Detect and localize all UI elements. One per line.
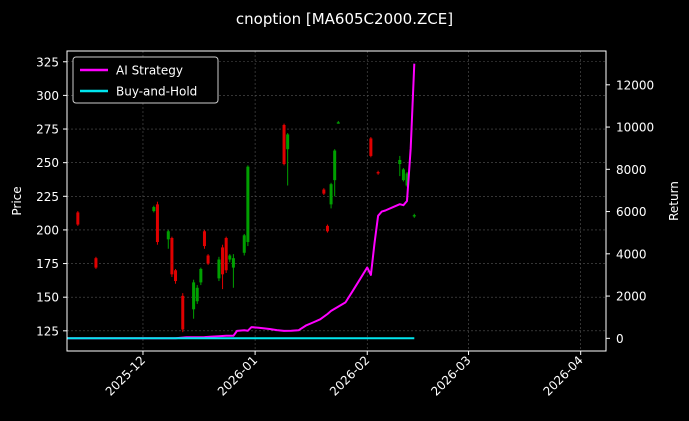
chart-title: cnoption [MA605C2000.ZCE] (236, 10, 453, 28)
candle-body-18 (242, 235, 246, 253)
candle-body-21 (286, 134, 290, 150)
candle-body-32 (412, 215, 416, 217)
candle-body-23 (325, 225, 329, 232)
y2-tick-label-4000: 4000 (616, 247, 647, 261)
series-layer (67, 63, 416, 340)
y-tick-label-150: 150 (36, 291, 59, 305)
candle-body-22 (322, 189, 326, 194)
y-tick-label-300: 300 (36, 89, 59, 103)
candle-body-30 (401, 169, 405, 181)
y2-tick-label-6000: 6000 (616, 205, 647, 219)
y2-tick-label-0: 0 (616, 332, 624, 346)
candle-body-9 (195, 287, 199, 302)
candle-body-6 (174, 270, 178, 282)
legend-label-buy-and-hold: Buy-and-Hold (116, 85, 197, 99)
candle-body-2 (152, 207, 156, 212)
candle-layer (76, 120, 416, 333)
candle-body-13 (217, 259, 221, 279)
y-tick-label-275: 275 (36, 123, 59, 137)
plot-frame (66, 50, 607, 352)
candle-body-19 (246, 166, 250, 243)
y2-tick-label-12000: 12000 (616, 78, 654, 92)
candle-body-26 (336, 122, 340, 124)
candle-body-25 (333, 150, 337, 181)
candle-body-14 (221, 247, 225, 275)
candle-body-27 (369, 138, 373, 156)
y-tick-label-200: 200 (36, 223, 59, 237)
legend: AI Strategy Buy-and-Hold (72, 56, 219, 104)
candle-body-28 (376, 172, 380, 174)
y-tick-label-125: 125 (36, 324, 59, 338)
candle-body-24 (329, 184, 333, 205)
y2-tick-label-2000: 2000 (616, 290, 647, 304)
candle-body-3 (155, 204, 159, 243)
candle-body-0 (76, 212, 80, 225)
candle-body-29 (398, 159, 402, 165)
candle-body-7 (181, 295, 185, 330)
series-line-ai-strategy (67, 63, 416, 340)
y-axis-label: Price (10, 186, 24, 215)
candle-body-16 (228, 255, 232, 260)
y-tick-label-325: 325 (36, 55, 59, 69)
y-tick-label-250: 250 (36, 156, 59, 170)
y2-tick-label-10000: 10000 (616, 121, 654, 135)
candle-body-5 (170, 237, 174, 275)
candle-body-11 (202, 231, 206, 247)
legend-box (72, 56, 219, 104)
legend-label-ai-strategy: AI Strategy (116, 64, 183, 78)
y-tick-label-225: 225 (36, 190, 59, 204)
candle-body-20 (282, 124, 286, 165)
candle-body-15 (224, 237, 228, 271)
y2-axis-label: Return (667, 181, 681, 221)
candle-body-4 (166, 231, 170, 240)
y-tick-label-175: 175 (36, 257, 59, 271)
candle-body-10 (199, 268, 203, 283)
candle-body-8 (192, 282, 196, 310)
candle-body-1 (94, 258, 98, 268)
candle-body-12 (206, 255, 210, 264)
candle-body-17 (231, 258, 235, 268)
y2-tick-label-8000: 8000 (616, 163, 647, 177)
candle-body-31 (405, 173, 409, 186)
